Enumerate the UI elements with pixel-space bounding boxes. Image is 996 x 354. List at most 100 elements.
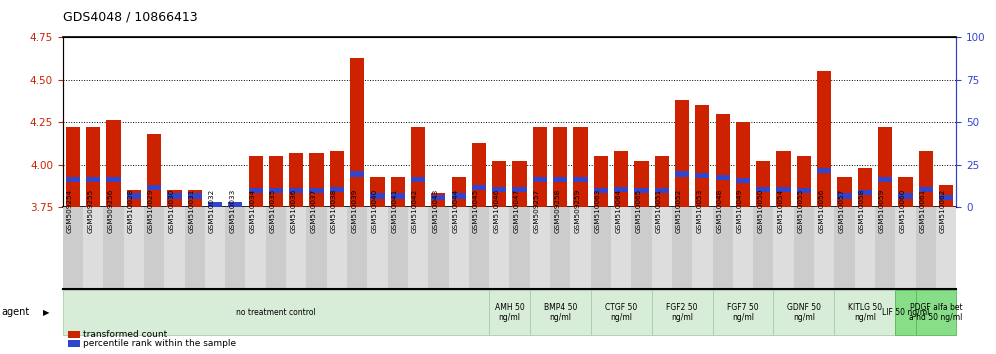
- Bar: [513, 161, 527, 207]
- Bar: [777, 151, 791, 207]
- Bar: [756, 187, 770, 192]
- Text: GSM510063: GSM510063: [595, 189, 601, 233]
- Bar: [614, 187, 628, 192]
- Text: GSM510056: GSM510056: [818, 189, 824, 233]
- Text: GSM510055: GSM510055: [798, 189, 804, 233]
- Bar: [898, 194, 912, 199]
- Bar: [289, 188, 304, 194]
- Bar: [451, 177, 466, 207]
- Text: transformed count: transformed count: [83, 330, 167, 339]
- Text: GSM510039: GSM510039: [352, 189, 358, 233]
- Bar: [895, 290, 915, 335]
- Bar: [228, 202, 242, 207]
- Bar: [898, 177, 912, 207]
- Bar: [553, 177, 568, 182]
- Bar: [838, 177, 852, 207]
- Bar: [147, 134, 161, 207]
- Bar: [63, 290, 489, 335]
- Bar: [266, 207, 286, 289]
- Bar: [591, 207, 611, 289]
- Bar: [794, 207, 814, 289]
- Text: GSM510038: GSM510038: [331, 189, 337, 233]
- Bar: [936, 207, 956, 289]
- Bar: [448, 207, 469, 289]
- Text: GSM510049: GSM510049: [737, 189, 743, 233]
- Bar: [249, 156, 263, 207]
- Text: FGF7 50
ng/ml: FGF7 50 ng/ml: [727, 303, 759, 322]
- Bar: [208, 202, 222, 207]
- Text: GSM510037: GSM510037: [311, 189, 317, 233]
- Text: GSM510058: GSM510058: [859, 189, 865, 233]
- Bar: [817, 71, 832, 207]
- Text: GSM510065: GSM510065: [635, 189, 641, 233]
- Bar: [736, 122, 750, 207]
- Bar: [66, 127, 80, 207]
- Text: GSM509257: GSM509257: [534, 189, 540, 233]
- Bar: [489, 207, 510, 289]
- Bar: [310, 188, 324, 194]
- Bar: [634, 161, 648, 207]
- Bar: [533, 177, 547, 182]
- Text: GSM510060: GSM510060: [899, 189, 905, 233]
- Bar: [939, 185, 953, 207]
- Bar: [715, 114, 730, 207]
- Bar: [675, 100, 689, 207]
- Bar: [838, 194, 852, 199]
- Text: GSM510029: GSM510029: [148, 189, 154, 233]
- Bar: [63, 207, 83, 289]
- Bar: [736, 178, 750, 183]
- Bar: [144, 207, 164, 289]
- Bar: [530, 207, 550, 289]
- Bar: [510, 207, 530, 289]
- Bar: [874, 207, 895, 289]
- Bar: [756, 161, 770, 207]
- Text: GSM509256: GSM509256: [108, 189, 114, 233]
- Bar: [753, 207, 774, 289]
- Text: PDGF alfa bet
a hd 50 ng/ml: PDGF alfa bet a hd 50 ng/ml: [909, 303, 962, 322]
- Bar: [895, 207, 915, 289]
- Bar: [390, 194, 405, 199]
- Bar: [692, 207, 712, 289]
- Text: GSM510047: GSM510047: [514, 189, 520, 233]
- Text: GSM510041: GSM510041: [391, 189, 397, 233]
- Bar: [631, 207, 651, 289]
- Bar: [574, 127, 588, 207]
- Bar: [915, 207, 936, 289]
- Text: LIF 50 ng/ml: LIF 50 ng/ml: [881, 308, 929, 317]
- Bar: [368, 207, 387, 289]
- Text: GSM509258: GSM509258: [554, 189, 560, 233]
- Bar: [83, 207, 104, 289]
- Text: GDNF 50
ng/ml: GDNF 50 ng/ml: [787, 303, 821, 322]
- Bar: [835, 207, 855, 289]
- Bar: [695, 105, 709, 207]
- Bar: [492, 187, 506, 192]
- Text: GSM510030: GSM510030: [168, 189, 174, 233]
- Text: ▶: ▶: [43, 308, 50, 317]
- Bar: [814, 207, 835, 289]
- Text: GSM510028: GSM510028: [127, 189, 133, 233]
- Bar: [371, 177, 384, 207]
- Bar: [124, 207, 144, 289]
- Bar: [66, 177, 80, 182]
- Text: GSM510053: GSM510053: [696, 189, 702, 233]
- Bar: [269, 188, 283, 194]
- Bar: [939, 195, 953, 200]
- Text: GSM510034: GSM510034: [250, 189, 256, 233]
- Text: AMH 50
ng/ml: AMH 50 ng/ml: [495, 303, 524, 322]
- Bar: [228, 205, 242, 207]
- Bar: [858, 190, 872, 195]
- Bar: [86, 127, 101, 207]
- Text: GDS4048 / 10866413: GDS4048 / 10866413: [63, 11, 197, 24]
- Bar: [330, 187, 344, 192]
- Bar: [594, 156, 608, 207]
- Text: BMP4 50
ng/ml: BMP4 50 ng/ml: [544, 303, 577, 322]
- Bar: [918, 187, 933, 192]
- Bar: [530, 290, 591, 335]
- Text: GSM510062: GSM510062: [940, 189, 946, 233]
- Bar: [167, 190, 181, 207]
- Bar: [855, 207, 874, 289]
- Text: CTGF 50
ng/ml: CTGF 50 ng/ml: [605, 303, 637, 322]
- Bar: [187, 190, 202, 207]
- Bar: [126, 190, 140, 207]
- Bar: [411, 127, 425, 207]
